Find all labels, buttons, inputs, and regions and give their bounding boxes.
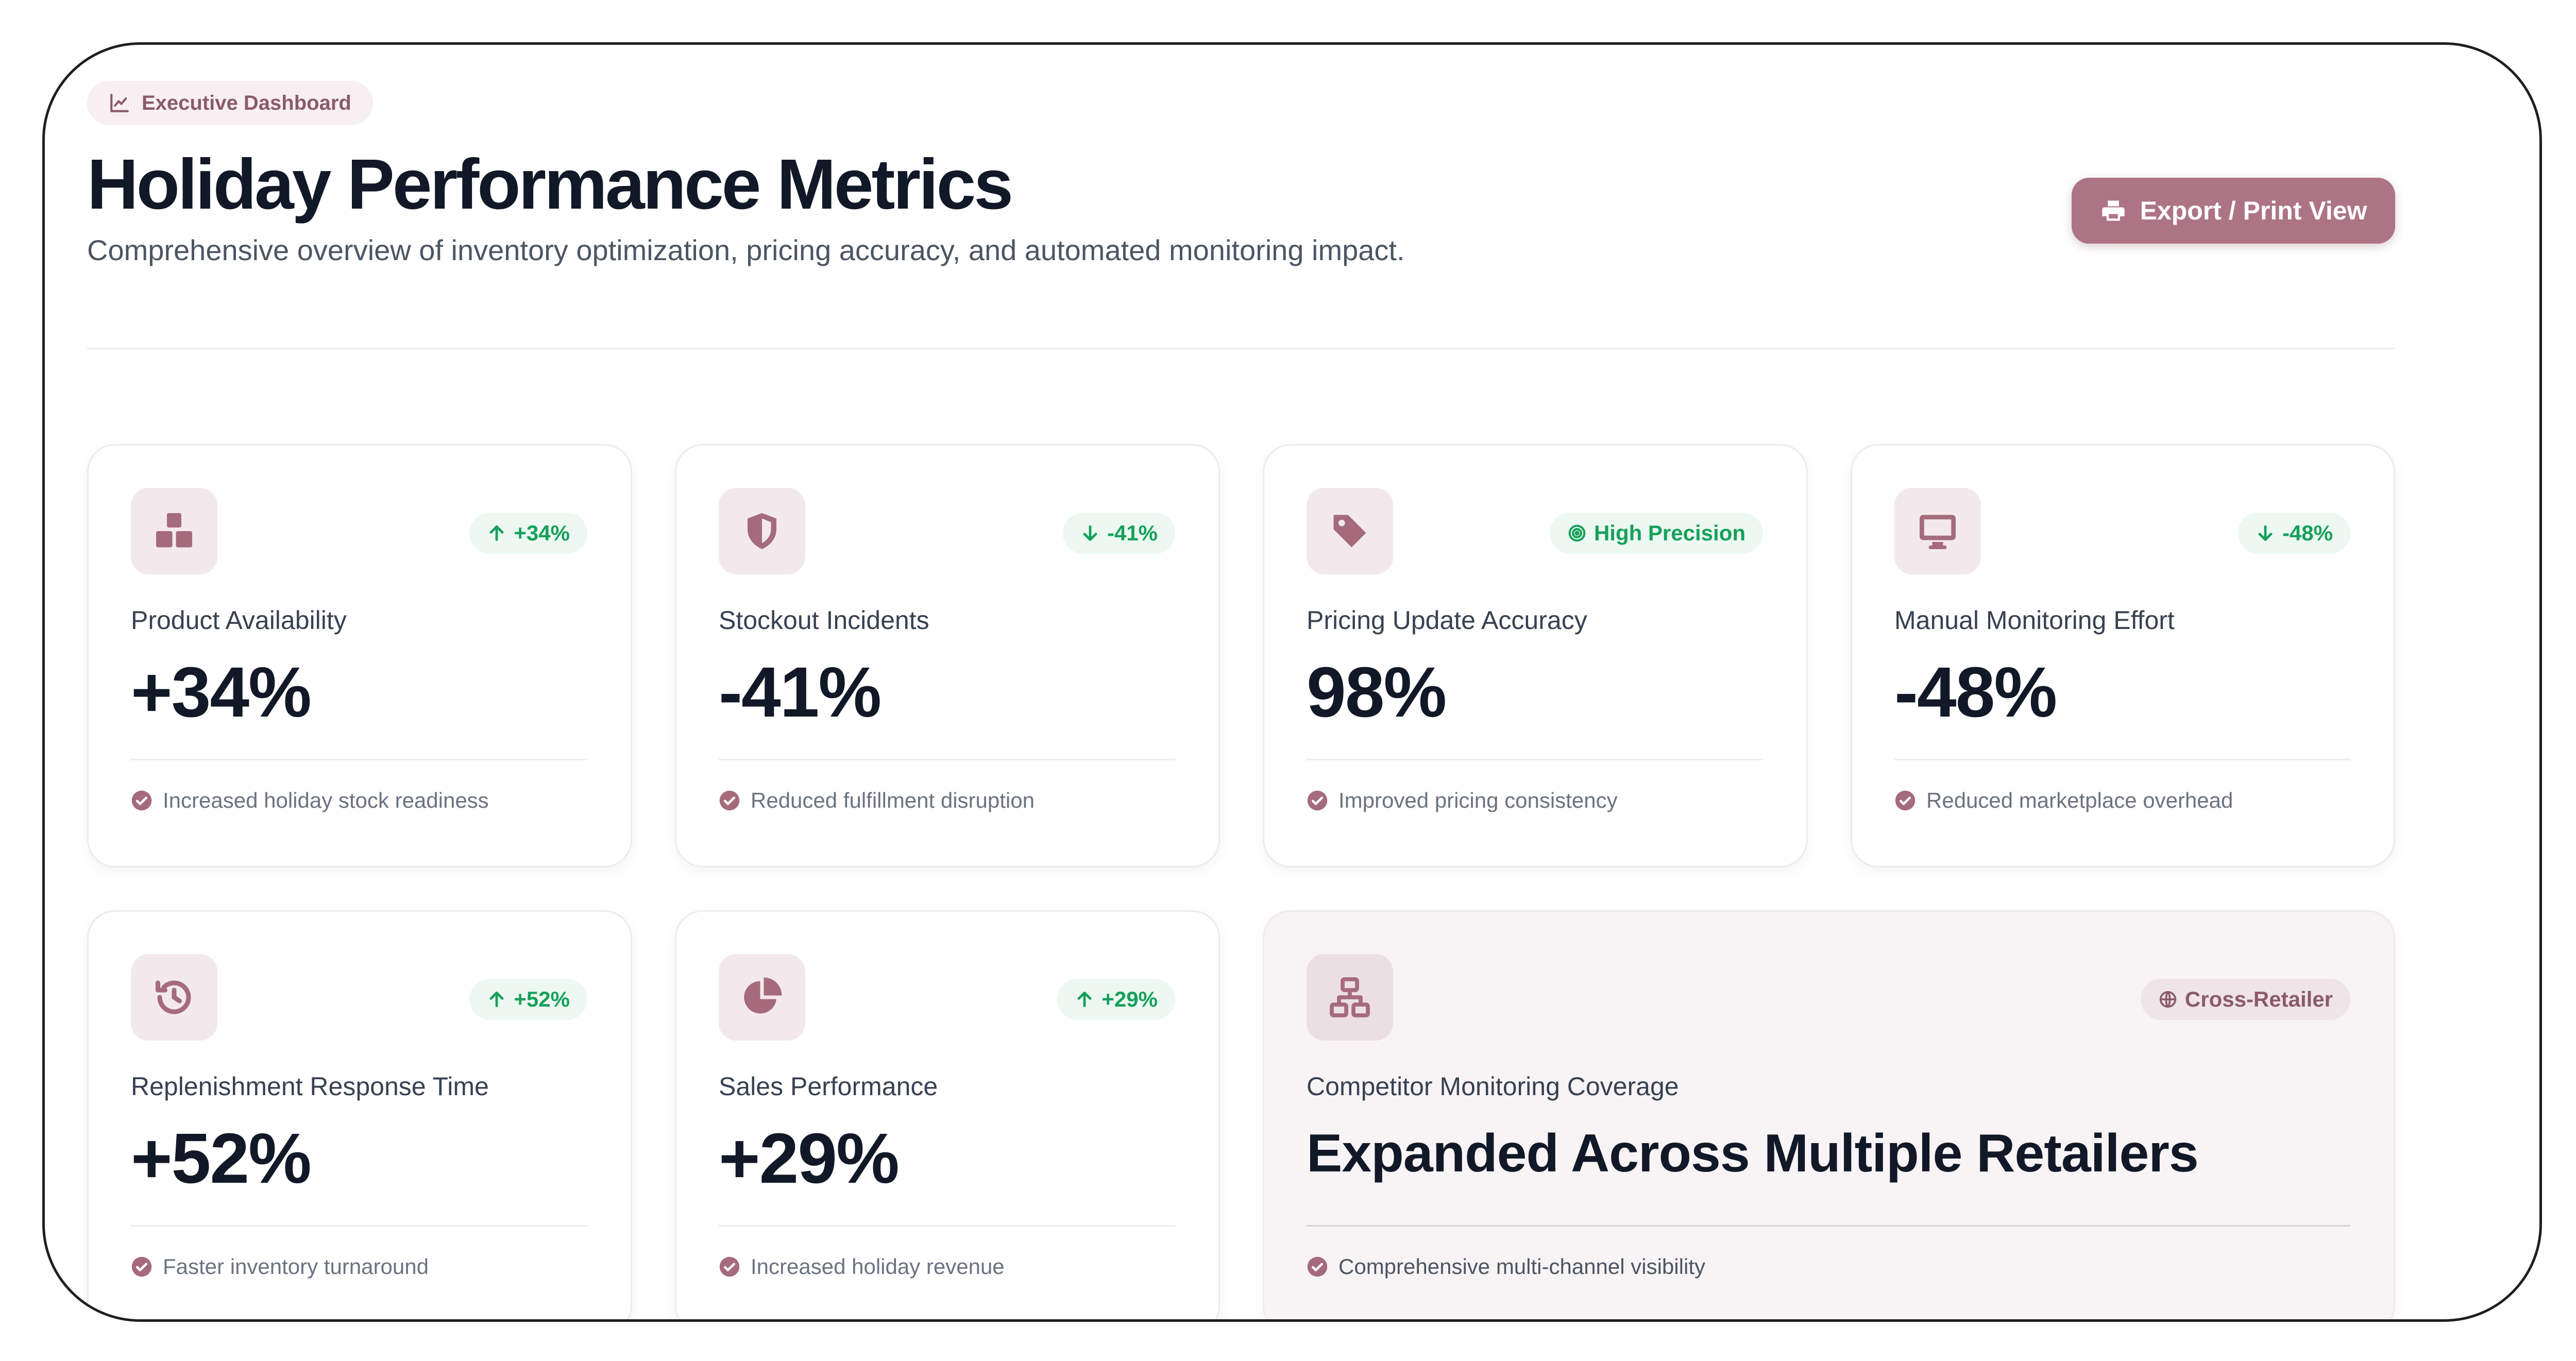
trend-pill: +29% xyxy=(1057,979,1175,1020)
trend-pill: +34% xyxy=(469,513,587,554)
note-text: Comprehensive multi-channel visibility xyxy=(1338,1254,1705,1279)
metric-value: +34% xyxy=(131,653,312,732)
arrow-up-icon xyxy=(489,991,504,1008)
badge-label: Executive Dashboard xyxy=(142,91,351,114)
trend-value: Cross-Retailer xyxy=(2184,987,2333,1011)
arrow-up-icon xyxy=(489,525,504,541)
card-divider xyxy=(719,1225,1175,1227)
metric-label: Pricing Update Accuracy xyxy=(1307,606,1587,635)
metric-note: Improved pricing consistency xyxy=(1307,788,1618,813)
metric-label: Competitor Monitoring Coverage xyxy=(1307,1072,1679,1101)
pie-chart-icon xyxy=(744,977,782,1014)
card-icon-box xyxy=(719,488,805,574)
metric-card-manual-monitoring: -48% Manual Monitoring Effort -48% Reduc… xyxy=(1851,444,2395,867)
dashboard-content: Executive Dashboard Holiday Performance … xyxy=(87,81,2395,1319)
history-icon xyxy=(155,980,191,1014)
trend-value: -41% xyxy=(1107,521,1158,545)
check-circle-icon xyxy=(719,1256,740,1277)
card-divider xyxy=(719,759,1175,760)
note-text: Reduced marketplace overhead xyxy=(1926,788,2233,812)
card-divider xyxy=(1307,759,1763,760)
check-circle-icon xyxy=(1895,790,1916,811)
trend-pill: Cross-Retailer xyxy=(2140,979,2350,1020)
metric-value: -48% xyxy=(1894,653,2057,732)
trend-value: +34% xyxy=(514,521,570,545)
metric-label: Sales Performance xyxy=(719,1072,938,1101)
card-icon-box xyxy=(131,488,217,574)
trend-value: +29% xyxy=(1101,987,1158,1011)
export-button-label: Export / Print View xyxy=(2140,196,2367,225)
card-icon-box xyxy=(719,954,805,1041)
page-subtitle: Comprehensive overview of inventory opti… xyxy=(87,233,1405,266)
metric-value: -41% xyxy=(719,653,882,732)
metric-card-replenishment: +52% Replenishment Response Time +52% Fa… xyxy=(87,910,632,1319)
note-text: Increased holiday stock readiness xyxy=(163,788,489,812)
printer-icon xyxy=(2102,200,2125,221)
export-print-button[interactable]: Export / Print View xyxy=(2072,178,2395,244)
target-icon xyxy=(1568,524,1586,542)
metric-note: Increased holiday stock readiness xyxy=(131,788,489,813)
tags-icon xyxy=(1333,515,1366,548)
card-divider xyxy=(131,759,587,760)
metric-card-pricing-accuracy: High Precision Pricing Update Accuracy 9… xyxy=(1263,444,1808,867)
shield-icon xyxy=(748,513,776,549)
metric-note: Reduced marketplace overhead xyxy=(1894,788,2233,813)
metric-label: Stockout Incidents xyxy=(719,606,929,635)
card-divider xyxy=(131,1225,587,1227)
metric-card-product-availability: +34% Product Availability +34% Increased… xyxy=(87,444,632,867)
dashboard-frame: Executive Dashboard Holiday Performance … xyxy=(42,42,2542,1322)
arrow-up-icon xyxy=(1077,991,1092,1008)
card-icon-box xyxy=(1307,488,1393,574)
trend-value: +52% xyxy=(514,987,570,1011)
metric-value: 98% xyxy=(1307,653,1447,732)
check-circle-icon xyxy=(719,790,740,811)
card-icon-box xyxy=(1894,488,1981,574)
line-chart-icon xyxy=(110,94,129,112)
network-icon xyxy=(1330,977,1370,1017)
trend-pill: -41% xyxy=(1062,513,1175,554)
monitor-icon xyxy=(1920,515,1956,549)
check-circle-icon xyxy=(1307,790,1328,811)
card-icon-box xyxy=(1307,954,1393,1041)
page-title: Holiday Performance Metrics xyxy=(87,145,1013,224)
metric-note: Comprehensive multi-channel visibility xyxy=(1307,1254,1705,1279)
note-text: Faster inventory turnaround xyxy=(163,1254,429,1279)
card-divider xyxy=(1894,759,2350,760)
trend-pill: -48% xyxy=(2238,513,2350,554)
check-circle-icon xyxy=(131,790,152,811)
metric-note: Reduced fulfillment disruption xyxy=(719,788,1035,813)
header-divider xyxy=(87,348,2395,349)
trend-value: High Precision xyxy=(1594,521,1745,545)
trend-pill: High Precision xyxy=(1549,513,1763,554)
metric-card-competitor-coverage: Cross-Retailer Competitor Monitoring Cov… xyxy=(1263,910,2395,1319)
trend-value: -48% xyxy=(2282,521,2333,545)
check-circle-icon xyxy=(1307,1256,1328,1277)
metric-label: Replenishment Response Time xyxy=(131,1072,489,1101)
note-text: Reduced fulfillment disruption xyxy=(751,788,1035,812)
boxes-icon xyxy=(156,513,192,548)
trend-pill: +52% xyxy=(469,979,587,1020)
metric-note: Increased holiday revenue xyxy=(719,1254,1005,1279)
arrow-down-icon xyxy=(1083,525,1097,541)
metric-label: Manual Monitoring Effort xyxy=(1894,606,2175,635)
globe-icon xyxy=(2159,991,2177,1008)
card-divider xyxy=(1307,1225,2350,1227)
note-text: Increased holiday revenue xyxy=(751,1254,1005,1279)
executive-dashboard-badge: Executive Dashboard xyxy=(87,81,373,125)
metric-note: Faster inventory turnaround xyxy=(131,1254,429,1279)
note-text: Improved pricing consistency xyxy=(1338,788,1618,812)
metric-card-stockout-incidents: -41% Stockout Incidents -41% Reduced ful… xyxy=(675,444,1220,867)
check-circle-icon xyxy=(131,1256,152,1277)
metric-value: +29% xyxy=(719,1119,900,1198)
metric-value: +52% xyxy=(131,1119,312,1198)
card-icon-box xyxy=(131,954,217,1041)
metric-card-sales-performance: +29% Sales Performance +29% Increased ho… xyxy=(675,910,1220,1319)
arrow-down-icon xyxy=(2258,525,2273,541)
metric-label: Product Availability xyxy=(131,606,347,635)
metric-value: Expanded Across Multiple Retailers xyxy=(1307,1124,2199,1183)
